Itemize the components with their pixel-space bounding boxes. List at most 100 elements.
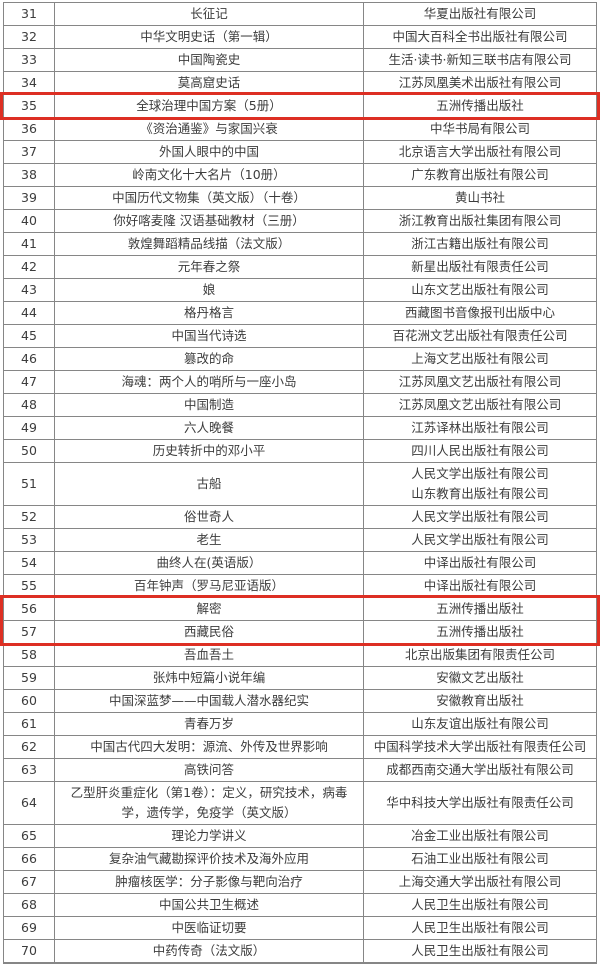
book-title-cell: 中国制造 — [55, 394, 364, 416]
table-row: 39 中国历代文物集（英文版）（十卷） 黄山书社 — [4, 187, 596, 210]
row-number-cell: 68 — [4, 894, 55, 916]
table-row: 31 长征记 华夏出版社有限公司 — [4, 3, 596, 26]
row-number-cell: 52 — [4, 506, 55, 528]
publisher-line: 江苏译林出版社有限公司 — [411, 420, 549, 435]
publisher-line: 五洲传播出版社 — [436, 601, 524, 616]
table-row: 59 张炜中短篇小说年编 安徽文艺出版社 — [4, 667, 596, 690]
table-row: 66 复杂油气藏勘探评价技术及海外应用 石油工业出版社有限公司 — [4, 848, 596, 871]
publisher-line: 人民卫生出版社有限公司 — [411, 920, 549, 935]
table-row: 46 篡改的命 上海文艺出版社有限公司 — [4, 348, 596, 371]
table-row: 38 岭南文化十大名片（10册） 广东教育出版社有限公司 — [4, 164, 596, 187]
publisher-line: 人民文学出版社有限公司 — [411, 509, 549, 524]
book-title-cell: 西藏民俗 — [55, 621, 364, 643]
row-number-cell: 57 — [4, 621, 55, 643]
book-title-cell: 复杂油气藏勘探评价技术及海外应用 — [55, 848, 364, 870]
book-title-cell: 肿瘤核医学：分子影像与靶向治疗 — [55, 871, 364, 893]
publisher-line: 新星出版社有限责任公司 — [411, 259, 549, 274]
table-row: 60 中国深蓝梦——中国载人潜水器纪实 安徽教育出版社 — [4, 690, 596, 713]
row-number-cell: 66 — [4, 848, 55, 870]
publisher-cell: 江苏凤凰美术出版社有限公司 — [364, 72, 596, 94]
table-row: 34 莫高窟史话 江苏凤凰美术出版社有限公司 — [4, 72, 596, 95]
row-number-cell: 38 — [4, 164, 55, 186]
book-title-cell: 老生 — [55, 529, 364, 551]
publisher-cell: 上海交通大学出版社有限公司 — [364, 871, 596, 893]
row-number-cell: 37 — [4, 141, 55, 163]
publisher-line: 中译出版社有限公司 — [423, 555, 537, 570]
row-number-cell: 46 — [4, 348, 55, 370]
publisher-cell: 中华书局有限公司 — [364, 118, 596, 140]
publisher-line: 西藏图书音像报刊出版中心 — [404, 305, 555, 320]
table-row: 36 《资治通鉴》与家国兴衰 中华书局有限公司 — [4, 118, 596, 141]
table-row: 61 青春万岁 山东友谊出版社有限公司 — [4, 713, 596, 736]
book-title-cell: 篡改的命 — [55, 348, 364, 370]
publisher-line: 人民文学出版社有限公司 — [411, 532, 549, 547]
publisher-cell: 山东文艺出版社有限公司 — [364, 279, 596, 301]
table-row: 41 敦煌舞蹈精品线描（法文版） 浙江古籍出版社有限公司 — [4, 233, 596, 256]
row-number-cell: 67 — [4, 871, 55, 893]
row-number-cell: 39 — [4, 187, 55, 209]
table-row: 56 解密 五洲传播出版社 — [4, 598, 596, 621]
publisher-cell: 中译出版社有限公司 — [364, 552, 596, 574]
publisher-line: 四川人民出版社有限公司 — [411, 443, 549, 458]
book-title-cell: 外国人眼中的中国 — [55, 141, 364, 163]
book-title-cell: 理论力学讲义 — [55, 825, 364, 847]
publisher-cell: 浙江古籍出版社有限公司 — [364, 233, 596, 255]
table-row: 48 中国制造 江苏凤凰文艺出版社有限公司 — [4, 394, 596, 417]
publisher-cell: 西藏图书音像报刊出版中心 — [364, 302, 596, 324]
publisher-cell: 中国大百科全书出版社有限公司 — [364, 26, 596, 48]
row-number-cell: 53 — [4, 529, 55, 551]
book-title-cell: 格丹格言 — [55, 302, 364, 324]
row-number-cell: 59 — [4, 667, 55, 689]
publisher-line: 江苏凤凰文艺出版社有限公司 — [398, 374, 562, 389]
book-title-cell: 全球治理中国方案（5册） — [55, 95, 364, 117]
publisher-cell: 五洲传播出版社 — [364, 598, 596, 620]
row-number-cell: 33 — [4, 49, 55, 71]
table-row: 68 中国公共卫生概述 人民卫生出版社有限公司 — [4, 894, 596, 917]
row-number-cell: 56 — [4, 598, 55, 620]
publisher-cell: 人民卫生出版社有限公司 — [364, 940, 596, 962]
publisher-cell: 新星出版社有限责任公司 — [364, 256, 596, 278]
publisher-line: 冶金工业出版社有限公司 — [411, 828, 549, 843]
publisher-line: 广东教育出版社有限公司 — [411, 167, 549, 182]
table-row: 37 外国人眼中的中国 北京语言大学出版社有限公司 — [4, 141, 596, 164]
table-row: 51 古船 人民文学出版社有限公司 山东教育出版社有限公司 — [4, 463, 596, 506]
publisher-line: 中译出版社有限公司 — [423, 578, 537, 593]
table-row: 44 格丹格言 西藏图书音像报刊出版中心 — [4, 302, 596, 325]
publisher-line: 石油工业出版社有限公司 — [411, 851, 549, 866]
publisher-cell: 山东友谊出版社有限公司 — [364, 713, 596, 735]
row-number-cell: 35 — [4, 95, 55, 117]
table-row: 32 中华文明史话（第一辑） 中国大百科全书出版社有限公司 — [4, 26, 596, 49]
publisher-line: 江苏凤凰美术出版社有限公司 — [398, 75, 562, 90]
publisher-line: 中国大百科全书出版社有限公司 — [392, 29, 568, 44]
publisher-cell: 中国科学技术大学出版社有限责任公司 — [364, 736, 596, 758]
publisher-line: 黄山书社 — [454, 190, 505, 205]
book-title-cell: 青春万岁 — [55, 713, 364, 735]
publisher-cell: 人民卫生出版社有限公司 — [364, 894, 596, 916]
publisher-line: 山东教育出版社有限公司 — [411, 486, 549, 501]
publisher-line: 北京出版集团有限责任公司 — [404, 647, 555, 662]
table-row: 63 高铁问答 成都西南交通大学出版社有限公司 — [4, 759, 596, 782]
row-number-cell: 65 — [4, 825, 55, 847]
table-row: 70 中药传奇（法文版） 人民卫生出版社有限公司 — [4, 940, 596, 963]
table-row: 54 曲终人在(英语版） 中译出版社有限公司 — [4, 552, 596, 575]
row-number-cell: 31 — [4, 3, 55, 25]
publisher-cell: 江苏凤凰文艺出版社有限公司 — [364, 394, 596, 416]
book-title-cell: 敦煌舞蹈精品线描（法文版） — [55, 233, 364, 255]
publisher-cell: 华中科技大学出版社有限责任公司 — [364, 782, 596, 824]
table-row: 45 中国当代诗选 百花洲文艺出版社有限责任公司 — [4, 325, 596, 348]
row-number-cell: 42 — [4, 256, 55, 278]
publisher-cell: 生活·读书·新知三联书店有限公司 — [364, 49, 596, 71]
publisher-line: 浙江古籍出版社有限公司 — [411, 236, 549, 251]
row-number-cell: 32 — [4, 26, 55, 48]
book-title-cell: 六人晚餐 — [55, 417, 364, 439]
book-title-cell: 乙型肝炎重症化（第1卷）：定义，研究技术，病毒学，遗传学，免疫学（英文版） — [55, 782, 364, 824]
publisher-line: 华中科技大学出版社有限责任公司 — [386, 795, 574, 810]
publisher-line: 人民文学出版社有限公司 — [411, 466, 549, 481]
row-number-cell: 49 — [4, 417, 55, 439]
publisher-line: 中华书局有限公司 — [429, 121, 530, 136]
publisher-line: 山东友谊出版社有限公司 — [411, 716, 549, 731]
publisher-line: 华夏出版社有限公司 — [423, 6, 537, 21]
publisher-cell: 中译出版社有限公司 — [364, 575, 596, 597]
book-title-cell: 中国当代诗选 — [55, 325, 364, 347]
row-number-cell: 48 — [4, 394, 55, 416]
